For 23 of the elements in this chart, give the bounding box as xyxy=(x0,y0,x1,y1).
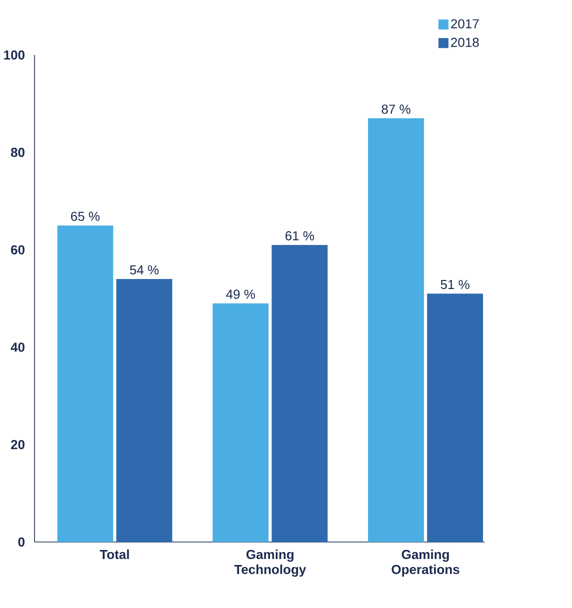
data-label: 87 % xyxy=(382,104,410,114)
x-tick-label: Gaming Technology xyxy=(234,550,306,577)
bar xyxy=(427,294,484,542)
legend-label: 2017 xyxy=(451,19,479,28)
bar xyxy=(272,244,328,542)
data-label: 51 % xyxy=(440,280,470,290)
data-label: 54 % xyxy=(130,265,159,274)
data-label: 61 % xyxy=(286,231,314,240)
bar xyxy=(212,303,269,542)
data-label: 65 % xyxy=(71,212,100,221)
y-tick-label: 60 xyxy=(11,245,25,254)
y-tick-label: 100 xyxy=(4,50,25,60)
y-tick-label: 0 xyxy=(18,537,25,547)
bar xyxy=(57,225,114,542)
data-label: 49 % xyxy=(226,290,256,299)
y-tick-label: 40 xyxy=(10,342,25,352)
y-tick-label: 80 xyxy=(11,148,25,157)
x-tick-label: Total xyxy=(100,550,129,560)
bar xyxy=(116,279,172,542)
bar xyxy=(368,118,424,542)
y-tick-label: 20 xyxy=(11,440,25,450)
legend-label: 2018 xyxy=(451,38,479,47)
x-tick-label: Gaming Operations xyxy=(392,550,460,577)
